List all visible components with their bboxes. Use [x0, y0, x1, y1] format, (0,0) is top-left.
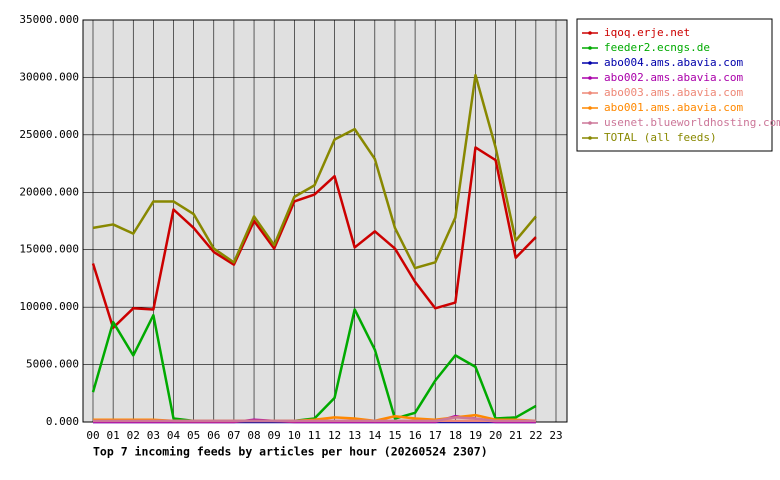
legend-label: abo002.ams.abavia.com [604, 71, 743, 84]
chart-title: Top 7 incoming feeds by articles per hou… [93, 445, 488, 459]
legend-marker [588, 106, 592, 110]
legend-label: TOTAL (all feeds) [604, 131, 717, 144]
y-tick-label: 0.000 [46, 415, 79, 428]
x-tick-label: 02 [127, 429, 140, 442]
x-tick-label: 11 [308, 429, 321, 442]
x-tick-label: 23 [549, 429, 562, 442]
x-tick-label: 22 [529, 429, 542, 442]
y-tick-label: 30000.000 [19, 70, 79, 83]
legend-label: usenet.blueworldhosting.com [604, 116, 780, 129]
x-tick-label: 21 [509, 429, 522, 442]
x-tick-label: 17 [429, 429, 442, 442]
x-tick-label: 08 [247, 429, 260, 442]
series-line [92, 73, 537, 270]
plot-area [83, 20, 567, 422]
x-tick-label: 19 [469, 429, 482, 442]
x-tick-label: 00 [86, 429, 99, 442]
x-tick-label: 05 [187, 429, 200, 442]
y-tick-label: 20000.000 [19, 185, 79, 198]
legend-marker [588, 136, 592, 140]
legend-marker [588, 121, 592, 125]
legend-marker [588, 91, 592, 95]
x-tick-label: 13 [348, 429, 361, 442]
legend-label: feeder2.ecngs.de [604, 41, 710, 54]
x-tick-label: 07 [227, 429, 240, 442]
x-tick-label: 10 [288, 429, 301, 442]
y-tick-label: 5000.000 [26, 358, 79, 371]
legend-marker [588, 46, 592, 50]
x-tick-label: 18 [449, 429, 462, 442]
x-tick-label: 01 [107, 429, 120, 442]
series-line [93, 416, 536, 423]
x-tick-label: 04 [167, 429, 181, 442]
legend-label: iqoq.erje.net [604, 26, 690, 39]
y-tick-label: 25000.000 [19, 128, 79, 141]
legend-label: abo003.ams.abavia.com [604, 86, 743, 99]
legend-box [576, 18, 773, 152]
x-tick-label: 03 [147, 429, 160, 442]
y-tick-label: 15000.000 [19, 243, 79, 256]
legend-marker [588, 76, 592, 80]
x-tick-label: 20 [489, 429, 502, 442]
x-tick-label: 12 [328, 429, 341, 442]
x-tick-label: 09 [268, 429, 281, 442]
y-tick-label: 35000.000 [19, 13, 79, 26]
legend-label: abo004.ams.abavia.com [604, 56, 743, 69]
series-line [91, 146, 537, 330]
legend-marker [588, 61, 592, 65]
x-tick-label: 14 [368, 429, 382, 442]
x-tick-label: 15 [388, 429, 401, 442]
legend-marker [588, 31, 592, 35]
x-tick-label: 16 [408, 429, 421, 442]
legend-label: abo001.ams.abavia.com [604, 101, 743, 114]
y-tick-label: 10000.000 [19, 300, 79, 313]
x-tick-label: 06 [207, 429, 220, 442]
